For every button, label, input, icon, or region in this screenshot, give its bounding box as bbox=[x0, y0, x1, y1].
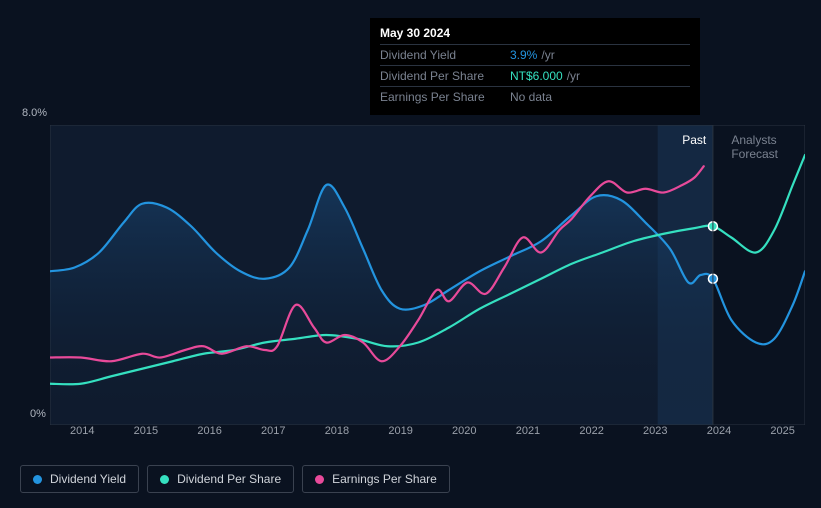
x-tick: 2022 bbox=[579, 425, 603, 437]
tooltip-row-label: Dividend Yield bbox=[380, 48, 510, 62]
legend-label: Earnings Per Share bbox=[332, 472, 437, 486]
x-tick: 2019 bbox=[388, 425, 412, 437]
x-tick: 2016 bbox=[197, 425, 221, 437]
x-tick: 2025 bbox=[770, 425, 794, 437]
legend-dot-icon bbox=[315, 475, 324, 484]
x-tick: 2024 bbox=[707, 425, 731, 437]
x-tick: 2014 bbox=[70, 425, 94, 437]
tooltip-row: Earnings Per ShareNo data bbox=[380, 86, 690, 107]
region-label-forecast: Analysts Forecast bbox=[731, 133, 811, 161]
region-label-past: Past bbox=[682, 133, 706, 147]
legend-item-eps[interactable]: Earnings Per Share bbox=[302, 465, 450, 493]
y-axis-min: 0% bbox=[30, 408, 46, 420]
tooltip-row-label: Earnings Per Share bbox=[380, 90, 510, 104]
tooltip-row: Dividend Yield3.9% /yr bbox=[380, 44, 690, 65]
tooltip-row-value: NT$6.000 bbox=[510, 69, 563, 83]
x-tick: 2023 bbox=[643, 425, 667, 437]
x-tick: 2018 bbox=[325, 425, 349, 437]
x-tick: 2021 bbox=[516, 425, 540, 437]
y-axis-max: 8.0% bbox=[22, 107, 47, 119]
x-axis: 2014 2015 2016 2017 2018 2019 2020 2021 2022 2023… bbox=[70, 425, 795, 437]
legend: Dividend Yield Dividend Per Share Earnings… bbox=[20, 465, 450, 493]
tooltip-row-value: 3.9% bbox=[510, 48, 537, 62]
chart-container: 8.0% 0% Past Analysts Forecast 201420152… bbox=[20, 105, 811, 425]
legend-item-dps[interactable]: Dividend Per Share bbox=[147, 465, 294, 493]
x-tick: 2020 bbox=[452, 425, 476, 437]
legend-dot-icon bbox=[33, 475, 42, 484]
legend-item-yield[interactable]: Dividend Yield bbox=[20, 465, 139, 493]
tooltip-row-unit: /yr bbox=[541, 48, 554, 62]
x-tick: 2015 bbox=[134, 425, 158, 437]
tooltip-row-unit: /yr bbox=[567, 69, 580, 83]
tooltip-row-value: No data bbox=[510, 90, 552, 104]
legend-label: Dividend Per Share bbox=[177, 472, 281, 486]
x-tick: 2017 bbox=[261, 425, 285, 437]
legend-label: Dividend Yield bbox=[50, 472, 126, 486]
legend-dot-icon bbox=[160, 475, 169, 484]
chart-plot[interactable] bbox=[50, 125, 805, 425]
tooltip-row-label: Dividend Per Share bbox=[380, 69, 510, 83]
tooltip-panel: May 30 2024 Dividend Yield3.9%/yrDividen… bbox=[370, 18, 700, 115]
tooltip-row: Dividend Per ShareNT$6.000/yr bbox=[380, 65, 690, 86]
tooltip-date: May 30 2024 bbox=[380, 26, 690, 44]
